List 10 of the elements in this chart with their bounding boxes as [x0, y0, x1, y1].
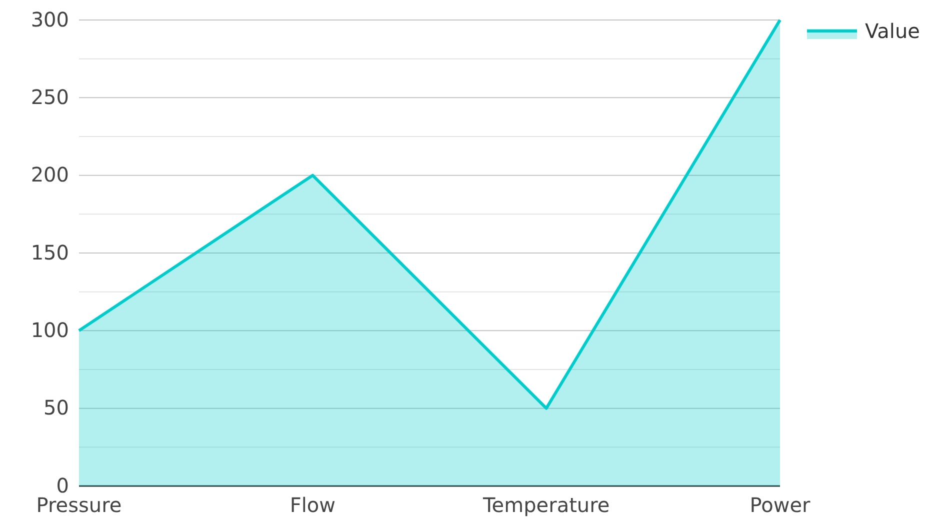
x-tick-label: Flow — [290, 493, 336, 517]
y-tick-label: 150 — [30, 240, 69, 264]
y-tick-label: 250 — [30, 85, 69, 110]
x-tick-label: Temperature — [482, 493, 610, 517]
y-tick-label: 200 — [30, 162, 69, 187]
legend-label: Value — [865, 19, 920, 43]
y-tick-label: 100 — [30, 318, 69, 342]
y-tick-label: 300 — [30, 7, 69, 32]
x-tick-label: Power — [750, 493, 812, 517]
y-tick-label: 50 — [44, 396, 69, 420]
